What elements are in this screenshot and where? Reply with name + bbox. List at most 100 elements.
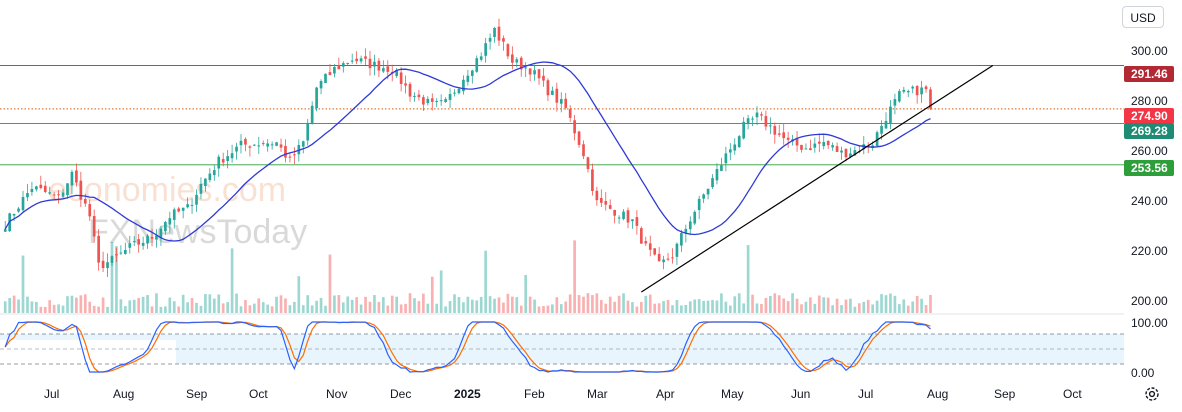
volume-bar bbox=[226, 302, 229, 313]
volume-bar bbox=[288, 305, 292, 313]
candle bbox=[657, 247, 661, 262]
volume-bar bbox=[586, 293, 590, 313]
candle bbox=[141, 236, 145, 250]
volume-bar bbox=[920, 298, 923, 313]
candle bbox=[132, 236, 136, 247]
candle bbox=[920, 80, 923, 103]
candle bbox=[319, 79, 323, 95]
month-label: Mar bbox=[587, 387, 608, 401]
volume-bar bbox=[542, 306, 545, 313]
volume-bar bbox=[599, 300, 603, 313]
candle bbox=[364, 48, 367, 65]
price-axis[interactable]: 300.00 280.00 260.00 240.00 220.00 200.0… bbox=[1131, 44, 1168, 380]
volume-bar bbox=[653, 303, 657, 313]
candle bbox=[898, 88, 901, 103]
price-tick: 260.00 bbox=[1131, 144, 1168, 158]
volume-bar bbox=[680, 305, 683, 313]
candle bbox=[17, 206, 20, 213]
volume-bar bbox=[528, 296, 532, 313]
volume-bar bbox=[893, 295, 897, 313]
settings-gear-icon[interactable] bbox=[1143, 385, 1161, 403]
volume-bar bbox=[760, 304, 763, 313]
trendline[interactable] bbox=[641, 64, 994, 293]
volume-bar bbox=[688, 301, 692, 313]
candle bbox=[924, 85, 928, 93]
volume-bar bbox=[497, 297, 501, 313]
candle bbox=[742, 117, 745, 140]
month-label: Feb bbox=[524, 387, 545, 401]
candle bbox=[622, 209, 625, 221]
volume-bar bbox=[470, 299, 474, 313]
volume-bar bbox=[849, 298, 852, 313]
time-axis[interactable]: Jul Aug Sep Oct Nov Dec 2025 Feb Mar Apr… bbox=[44, 387, 1082, 401]
candle bbox=[911, 85, 915, 94]
candle bbox=[582, 140, 585, 160]
volume-bar bbox=[631, 302, 634, 313]
candle bbox=[155, 229, 158, 248]
candle bbox=[212, 164, 216, 181]
currency-selector[interactable]: USD bbox=[1122, 6, 1164, 28]
volume-bar bbox=[902, 299, 906, 313]
candle bbox=[382, 60, 385, 73]
volume-bar bbox=[684, 304, 688, 313]
candle bbox=[817, 133, 821, 153]
volume-bar bbox=[195, 302, 198, 313]
candle bbox=[221, 152, 225, 167]
volume-bar bbox=[422, 293, 425, 313]
candle bbox=[889, 99, 892, 130]
volume-bar bbox=[795, 298, 799, 313]
month-label: Oct bbox=[1063, 387, 1082, 401]
candle bbox=[257, 136, 261, 154]
candle bbox=[849, 147, 852, 159]
volume-bar bbox=[697, 299, 701, 313]
candle bbox=[266, 139, 270, 152]
candle bbox=[533, 64, 536, 81]
volume-bar bbox=[871, 304, 874, 313]
volume-bar bbox=[235, 293, 238, 313]
volume-bar bbox=[626, 300, 630, 313]
candle bbox=[417, 89, 421, 101]
volume-bar bbox=[177, 306, 181, 313]
candle bbox=[760, 111, 763, 121]
candle bbox=[101, 251, 105, 273]
volume-bar bbox=[12, 295, 16, 313]
candle bbox=[261, 140, 265, 146]
candle bbox=[528, 68, 532, 82]
candle bbox=[733, 138, 737, 155]
candle bbox=[110, 255, 114, 267]
volume-bar bbox=[751, 294, 754, 313]
volume-bar bbox=[390, 295, 394, 313]
candlesticks bbox=[3, 18, 932, 278]
volume-bar bbox=[924, 305, 928, 313]
candle bbox=[217, 154, 221, 177]
candle bbox=[831, 142, 834, 151]
volume-bar bbox=[399, 304, 403, 313]
candle bbox=[635, 210, 639, 235]
candle bbox=[488, 33, 492, 50]
volume-bar bbox=[413, 298, 416, 313]
volume-bars bbox=[3, 240, 932, 313]
volume-bar bbox=[466, 296, 470, 313]
candle bbox=[559, 92, 563, 113]
volume-bar bbox=[635, 306, 639, 313]
volume-bar bbox=[159, 306, 163, 313]
candle bbox=[159, 225, 163, 246]
candle bbox=[546, 78, 550, 102]
candle bbox=[462, 75, 465, 95]
volume-bar bbox=[373, 295, 376, 313]
candle bbox=[764, 110, 768, 131]
volume-bar bbox=[132, 299, 136, 313]
volume-bar bbox=[706, 300, 710, 313]
candle bbox=[359, 55, 363, 64]
price-tick: 280.00 bbox=[1131, 94, 1168, 108]
candle bbox=[555, 82, 559, 112]
level-tag-274: 274.90 bbox=[1124, 108, 1174, 124]
volume-bar bbox=[533, 299, 536, 313]
volume-bar bbox=[306, 295, 310, 313]
volume-bar bbox=[261, 302, 265, 313]
candle bbox=[497, 18, 501, 46]
volume-bar bbox=[644, 295, 648, 313]
volume-bar bbox=[546, 305, 550, 313]
volume-bar bbox=[884, 295, 888, 313]
